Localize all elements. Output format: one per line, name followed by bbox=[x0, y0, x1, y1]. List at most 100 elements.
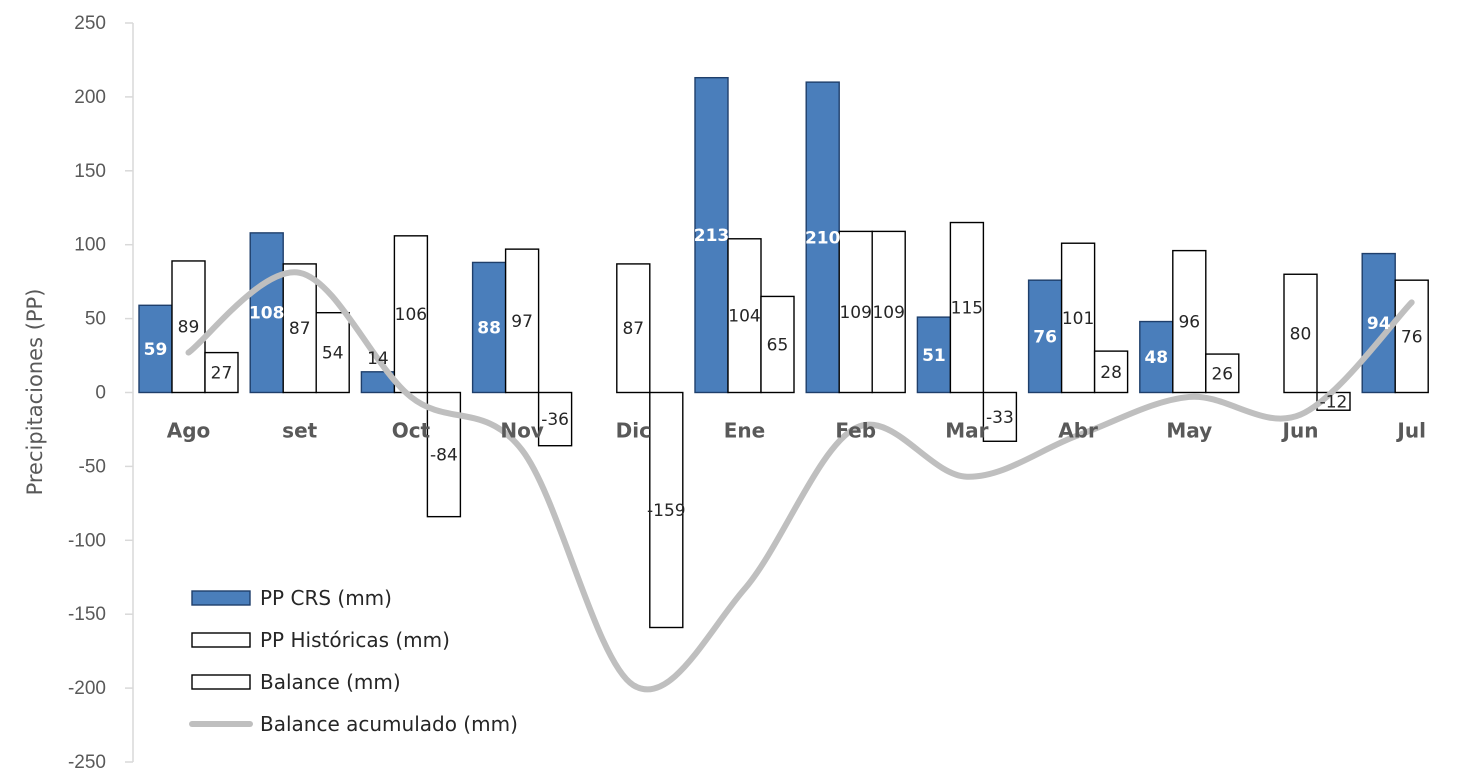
data-label-balance: -12 bbox=[1320, 392, 1348, 412]
data-label-balance: -159 bbox=[647, 501, 686, 521]
legend-label: PP Históricas (mm) bbox=[260, 628, 450, 652]
data-label-balance: -84 bbox=[430, 446, 458, 466]
legend-label: Balance (mm) bbox=[260, 670, 401, 694]
bar-balance bbox=[315, 311, 350, 394]
y-tick-label: -200 bbox=[68, 678, 106, 699]
category-label: Ene bbox=[724, 419, 765, 443]
y-tick-label: 150 bbox=[74, 161, 106, 182]
legend-label: Balance acumulado (mm) bbox=[260, 712, 518, 736]
data-label-pp-historicas: 115 bbox=[951, 299, 983, 319]
data-label-pp-historicas: 87 bbox=[622, 319, 644, 339]
legend-label: PP CRS (mm) bbox=[260, 586, 392, 610]
data-label-pp-historicas: 101 bbox=[1062, 309, 1094, 329]
data-label-pp-historicas: 109 bbox=[839, 303, 871, 323]
data-label-pp-crs: 59 bbox=[144, 340, 168, 360]
bar-balance bbox=[982, 391, 1018, 442]
bar-balance bbox=[1205, 353, 1240, 394]
legend-swatch bbox=[191, 632, 251, 648]
bar-pp-historicas bbox=[171, 260, 206, 394]
data-label-pp-crs: 94 bbox=[1367, 314, 1391, 334]
bar-pp-historicas bbox=[504, 248, 540, 394]
y-tick-label: 0 bbox=[95, 383, 106, 404]
bar-pp-historicas bbox=[949, 221, 985, 394]
category-label: Dic bbox=[616, 419, 651, 443]
data-label-balance: -36 bbox=[541, 410, 569, 430]
bar-pp-historicas bbox=[1394, 279, 1429, 394]
y-tick-label: -100 bbox=[68, 530, 106, 551]
balance-line-layer bbox=[185, 269, 1415, 693]
data-label-pp-historicas: 87 bbox=[289, 319, 311, 339]
data-label-pp-historicas: 97 bbox=[511, 312, 533, 332]
y-tick-label: -150 bbox=[68, 604, 106, 625]
bar-balance bbox=[871, 230, 906, 394]
category-label: Jun bbox=[1281, 419, 1319, 443]
bar-balance bbox=[537, 391, 573, 447]
data-label-balance: 109 bbox=[872, 303, 904, 323]
legend-swatch bbox=[191, 590, 251, 606]
bar-balance bbox=[649, 391, 684, 629]
category-label: set bbox=[282, 419, 317, 443]
data-label-balance: 26 bbox=[1211, 364, 1233, 384]
data-label-pp-crs: 48 bbox=[1144, 348, 1168, 368]
y-axis-title: Precipitaciones (PP) bbox=[23, 289, 47, 496]
bars bbox=[138, 76, 1429, 629]
bar-pp-crs bbox=[138, 304, 173, 394]
category-label: Ago bbox=[167, 419, 211, 443]
data-label-balance: 54 bbox=[322, 344, 344, 364]
data-label-pp-crs: 14 bbox=[367, 349, 389, 369]
balance-acumulado-line bbox=[185, 269, 1415, 693]
data-label-balance: 65 bbox=[767, 335, 789, 355]
category-label: May bbox=[1166, 419, 1212, 443]
y-tick-label: -250 bbox=[68, 752, 106, 773]
bar-pp-historicas bbox=[282, 263, 317, 394]
bar-balance bbox=[1093, 350, 1129, 394]
data-label-pp-crs: 210 bbox=[805, 228, 841, 248]
category-label: Mar bbox=[945, 419, 988, 443]
category-label: Jul bbox=[1395, 419, 1426, 443]
data-label-pp-crs: 76 bbox=[1033, 327, 1057, 347]
bar-pp-crs bbox=[249, 232, 284, 394]
y-tick-labels: 250 200 150 100 50 0 -50 -100 -150 -200 -250 bbox=[68, 13, 106, 773]
category-label: Abr bbox=[1058, 419, 1098, 443]
category-label: Nov bbox=[500, 419, 544, 443]
legend-swatch bbox=[191, 674, 251, 690]
bar-pp-historicas bbox=[393, 235, 429, 394]
axes bbox=[125, 22, 134, 763]
data-label-pp-historicas: 76 bbox=[1401, 327, 1423, 347]
category-labels: Ago set Oct Nov Dic Ene Feb Mar Abr May Jun Jul bbox=[167, 419, 1426, 443]
y-tick-label: 200 bbox=[74, 87, 106, 108]
bar-pp-historicas bbox=[616, 263, 651, 394]
data-label-pp-historicas: 89 bbox=[178, 318, 200, 338]
data-label-balance: 28 bbox=[1100, 363, 1122, 383]
data-label-pp-historicas: 80 bbox=[1290, 324, 1312, 344]
bar-balance bbox=[760, 295, 795, 394]
bar-pp-crs bbox=[471, 261, 507, 394]
bar-pp-historicas bbox=[1172, 249, 1207, 394]
bar-pp-crs bbox=[1027, 279, 1063, 394]
category-label: Oct bbox=[392, 419, 431, 443]
category-label: Feb bbox=[835, 419, 876, 443]
y-tick-label: -50 bbox=[79, 456, 106, 477]
data-label-pp-crs: 51 bbox=[922, 346, 946, 366]
data-label-pp-historicas: 96 bbox=[1178, 313, 1200, 333]
data-label-balance: 27 bbox=[211, 364, 233, 384]
y-tick-label: 50 bbox=[85, 309, 106, 330]
y-tick-label: 250 bbox=[74, 13, 106, 34]
data-label-pp-crs: 108 bbox=[249, 304, 285, 324]
data-label-pp-crs: 213 bbox=[694, 226, 730, 246]
data-label-pp-historicas: 104 bbox=[728, 307, 760, 327]
bar-pp-historicas bbox=[1060, 242, 1096, 394]
legend: PP CRS (mm) PP Históricas (mm) Balance (mm… bbox=[189, 586, 518, 736]
y-tick-label: 100 bbox=[74, 235, 106, 256]
bar-pp-crs bbox=[694, 76, 729, 394]
bar-pp-crs bbox=[805, 81, 840, 394]
bar-pp-historicas bbox=[1283, 273, 1318, 394]
bar-balance bbox=[204, 351, 239, 394]
bar-pp-historicas bbox=[838, 230, 873, 394]
data-label-pp-historicas: 106 bbox=[395, 305, 427, 325]
bar-pp-crs bbox=[916, 316, 952, 394]
data-label-balance: -33 bbox=[986, 408, 1014, 428]
data-label-pp-crs: 88 bbox=[477, 318, 501, 338]
